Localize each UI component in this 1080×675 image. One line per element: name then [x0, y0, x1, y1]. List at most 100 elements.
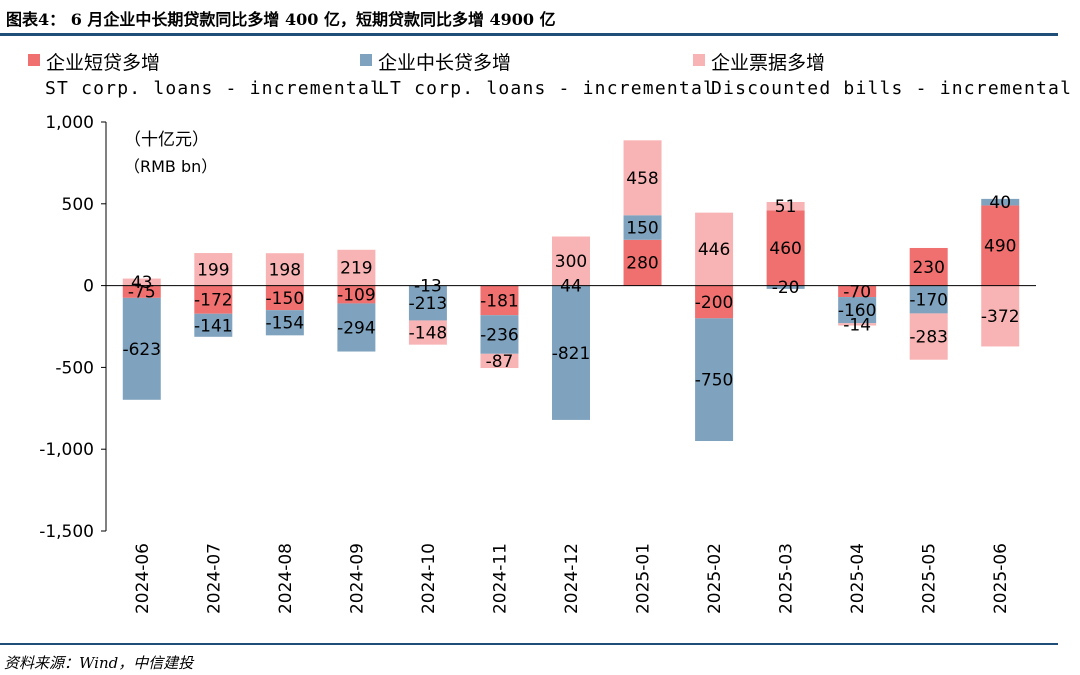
x-tick-label: 2024-06	[133, 543, 153, 614]
legend-label-cn-bills: 企业票据多增	[711, 52, 826, 74]
bar-segment	[122, 285, 161, 298]
bar-segment	[838, 297, 877, 324]
data-label: -623	[122, 340, 161, 360]
data-label: -70	[843, 282, 871, 302]
data-label: 51	[775, 197, 797, 217]
data-label: 198	[269, 260, 301, 280]
data-label: -20	[772, 278, 800, 298]
chart-area: -1,500 -1,000 -500 0 500 1,000 （十亿元） （RMB bn） -7…	[39, 113, 1036, 614]
x-tick-label: 2025-04	[848, 543, 868, 614]
data-label: -294	[337, 318, 376, 338]
bar-segment	[337, 249, 376, 286]
bar-segment	[337, 303, 376, 352]
bar-segment	[552, 236, 590, 286]
bar-segment	[480, 353, 519, 369]
x-tick-label: 2024-09	[347, 543, 367, 614]
bar-segment	[695, 212, 734, 286]
data-label: -141	[194, 316, 233, 336]
data-label: -154	[266, 314, 305, 334]
data-label: 300	[555, 252, 587, 272]
bar-segment	[623, 215, 662, 240]
x-tick-label: 2025-05	[920, 543, 940, 614]
bar-segment	[122, 278, 161, 286]
data-label: 490	[984, 237, 1016, 257]
bar-segment	[981, 285, 1020, 347]
bar-segment	[909, 247, 948, 286]
legend-swatch-bills	[693, 54, 705, 66]
legend-label-en-lt: LT corp. loans - incremental	[378, 78, 716, 99]
data-label: 150	[626, 219, 658, 239]
x-tick-label: 2025-06	[991, 543, 1011, 614]
data-label: -109	[337, 286, 376, 306]
legend-label-cn-st: 企业短贷多增	[46, 52, 161, 74]
data-label: -372	[981, 307, 1020, 327]
data-label: 230	[912, 258, 944, 278]
data-label: -750	[695, 371, 734, 391]
bar-segment	[194, 285, 233, 314]
x-tick-label: 2024-12	[562, 543, 582, 614]
data-label: -87	[486, 352, 514, 372]
legend-swatch-lt	[360, 54, 372, 66]
source-note: 资料来源：Wind，中信建投	[4, 654, 194, 672]
bar-segment	[909, 313, 948, 360]
legend-label-en-st: ST corp. loans - incremental	[45, 78, 383, 99]
data-label: -150	[266, 289, 305, 309]
x-tick-label: 2025-02	[705, 543, 725, 614]
y-tick-label: -500	[55, 358, 94, 378]
bar-segment	[194, 253, 233, 286]
y-tick-label: 0	[83, 277, 94, 297]
data-label: -170	[909, 291, 948, 311]
data-label: 40	[989, 193, 1011, 213]
x-tick-label: 2024-11	[490, 543, 510, 614]
bar-segment	[122, 297, 161, 400]
bar-segment	[265, 285, 304, 311]
y-tick-label: -1,000	[39, 440, 94, 460]
top-rule	[0, 33, 1058, 36]
data-label: 219	[340, 259, 372, 279]
bar-segment	[623, 239, 662, 286]
unit-label-en: （RMB bn）	[124, 157, 217, 176]
data-label: 43	[131, 273, 153, 293]
data-label: -14	[843, 315, 871, 335]
bar-segment	[337, 285, 376, 304]
y-tick-label: -1,500	[39, 522, 94, 542]
legend-label-cn-lt: 企业中长贷多增	[378, 52, 512, 74]
bar-segment	[766, 210, 805, 286]
bottom-rule	[0, 643, 1058, 645]
data-label: 44	[560, 277, 582, 297]
bar-segment	[695, 285, 734, 319]
data-label: 458	[626, 169, 658, 189]
x-tick-label: 2024-10	[419, 543, 439, 614]
data-label: 446	[698, 240, 730, 260]
bar-segment	[480, 285, 519, 316]
bar-segment	[695, 318, 734, 442]
bar-segment	[981, 198, 1020, 206]
x-tick-label: 2025-03	[777, 543, 797, 614]
data-label: 199	[197, 260, 229, 280]
bar-segment	[838, 323, 877, 326]
data-label: -181	[480, 291, 519, 311]
x-tick-label: 2024-07	[204, 543, 224, 614]
bar-segment	[480, 315, 519, 354]
bar-segment	[766, 285, 805, 289]
data-label: 460	[769, 239, 801, 259]
bar-segment	[194, 313, 233, 337]
bar-segment	[265, 310, 304, 336]
data-label: -200	[695, 293, 734, 313]
bar-segment	[552, 285, 590, 420]
chart-title: 图表4： 6 月企业中长期贷款同比多增 400 亿，短期贷款同比多增 4900 …	[6, 10, 556, 29]
bar-segment	[981, 205, 1020, 286]
data-label: -148	[409, 324, 448, 344]
x-tick-label: 2024-08	[276, 543, 296, 614]
x-tick-label: 2025-01	[634, 543, 654, 614]
data-label: -213	[409, 294, 448, 314]
bar-segment	[265, 253, 304, 286]
bar-segment	[909, 285, 948, 314]
data-label: -236	[480, 326, 519, 346]
data-label: -821	[552, 344, 591, 364]
bar-segment	[408, 285, 447, 321]
legend-label-en-bills: Discounted bills - incremental	[711, 78, 1073, 99]
data-label: -283	[909, 328, 948, 348]
data-label: -160	[838, 301, 877, 321]
bar-segment	[838, 285, 877, 298]
